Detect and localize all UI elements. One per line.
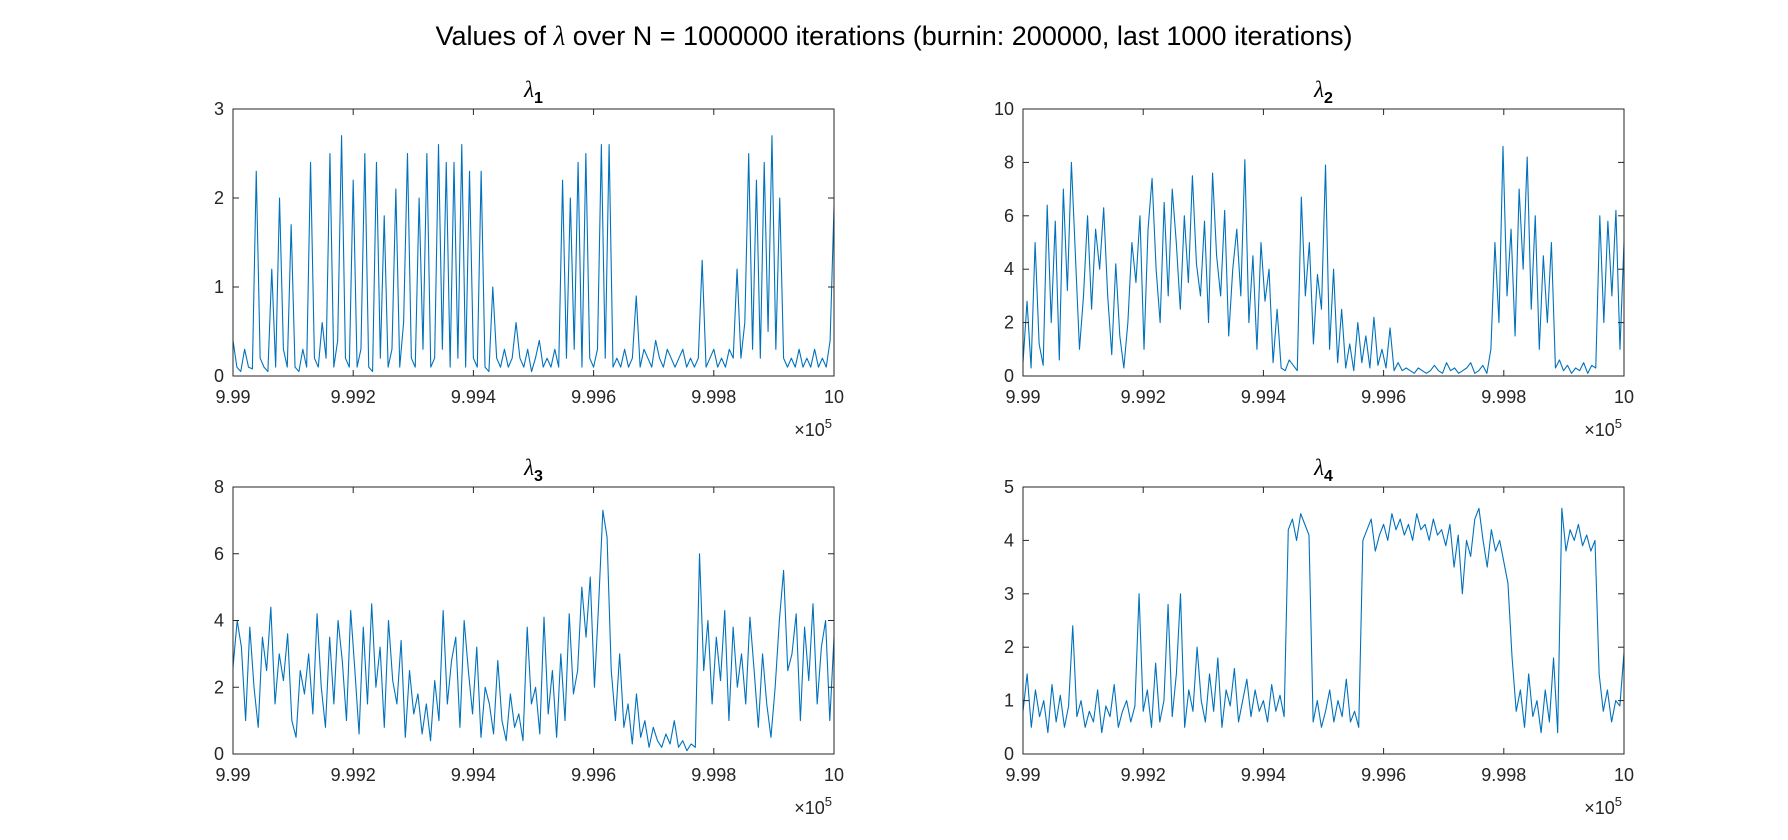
x-tick-label: 10 bbox=[824, 765, 844, 785]
figure-title-suffix: over N = 1000000 iterations (burnin: 200… bbox=[565, 21, 1352, 51]
y-tick-label: 4 bbox=[214, 611, 224, 631]
x-tick-label: 9.99 bbox=[1005, 387, 1040, 407]
x-exponent-base: ×10 bbox=[794, 798, 825, 818]
subplot-lambda-3: 9.99 9.992 9.994 9.996 9.998 10 0 2 4 6 8 ×105 λ3 bbox=[214, 455, 844, 818]
y-tick-label: 4 bbox=[1004, 530, 1014, 550]
series-line bbox=[1022, 145, 1625, 374]
y-tick-label: 4 bbox=[1004, 259, 1014, 279]
figure-title: Values of λ over N = 1000000 iterations … bbox=[435, 21, 1352, 51]
x-exponent-power: 5 bbox=[825, 416, 832, 431]
axes-box bbox=[1022, 108, 1625, 377]
y-tick-label: 8 bbox=[1004, 152, 1014, 172]
y-tick-label: 2 bbox=[1004, 637, 1014, 657]
subplot-title: λ4 bbox=[1313, 455, 1333, 485]
y-tick-label: 3 bbox=[1004, 584, 1014, 604]
axes-box bbox=[232, 108, 835, 377]
x-tick-label: 9.992 bbox=[331, 765, 376, 785]
y-tick-label: 2 bbox=[214, 677, 224, 697]
x-tick-label: 9.996 bbox=[571, 765, 616, 785]
x-exponent-base: ×10 bbox=[1584, 420, 1615, 440]
y-tick-label: 1 bbox=[214, 277, 224, 297]
subplot-title-subscript: 2 bbox=[1324, 90, 1333, 107]
x-tick-label: 9.998 bbox=[1481, 387, 1526, 407]
y-tick-label: 2 bbox=[214, 188, 224, 208]
x-tick-label: 10 bbox=[1614, 387, 1634, 407]
axes-box bbox=[1022, 486, 1625, 755]
x-tick-label: 9.992 bbox=[331, 387, 376, 407]
y-tick-label: 6 bbox=[1004, 206, 1014, 226]
x-tick-label: 9.99 bbox=[215, 765, 250, 785]
figure-title-prefix: Values of bbox=[435, 21, 553, 51]
x-exponent-label: ×105 bbox=[794, 416, 832, 440]
subplot-title-symbol: λ bbox=[1313, 77, 1324, 102]
y-tick-label: 0 bbox=[1004, 744, 1014, 764]
x-tick-label: 10 bbox=[824, 387, 844, 407]
x-tick-label: 9.994 bbox=[1241, 387, 1286, 407]
x-tick-label: 9.992 bbox=[1121, 387, 1166, 407]
x-tick-label: 10 bbox=[1614, 765, 1634, 785]
x-tick-label: 9.992 bbox=[1121, 765, 1166, 785]
y-tick-label: 2 bbox=[1004, 313, 1014, 333]
y-tick-label: 1 bbox=[1004, 691, 1014, 711]
series-line bbox=[232, 509, 835, 752]
subplot-title-symbol: λ bbox=[523, 455, 534, 480]
figure-title-symbol: λ bbox=[553, 21, 566, 51]
subplot-title: λ3 bbox=[523, 455, 543, 485]
series-line bbox=[1022, 507, 1625, 734]
y-tick-label: 6 bbox=[214, 544, 224, 564]
x-tick-label: 9.996 bbox=[1361, 387, 1406, 407]
y-tick-label: 0 bbox=[214, 366, 224, 386]
x-tick-label: 9.99 bbox=[1005, 765, 1040, 785]
x-tick-label: 9.994 bbox=[451, 765, 496, 785]
x-tick-label: 9.99 bbox=[215, 387, 250, 407]
x-exponent-power: 5 bbox=[1615, 794, 1622, 809]
subplot-title-symbol: λ bbox=[1313, 455, 1324, 480]
x-tick-label: 9.996 bbox=[1361, 765, 1406, 785]
x-exponent-label: ×105 bbox=[1584, 794, 1622, 818]
x-exponent-power: 5 bbox=[1615, 416, 1622, 431]
subplot-title: λ2 bbox=[1313, 77, 1333, 107]
series-line bbox=[232, 135, 835, 373]
y-tick-label: 5 bbox=[1004, 477, 1014, 497]
x-exponent-base: ×10 bbox=[1584, 798, 1615, 818]
plot-area bbox=[232, 486, 835, 755]
y-tick-label: 10 bbox=[994, 99, 1014, 119]
x-exponent-label: ×105 bbox=[1584, 416, 1622, 440]
subplot-title-subscript: 4 bbox=[1324, 468, 1333, 485]
x-tick-label: 9.998 bbox=[1481, 765, 1526, 785]
x-tick-label: 9.998 bbox=[691, 765, 736, 785]
x-exponent-base: ×10 bbox=[794, 420, 825, 440]
x-exponent-label: ×105 bbox=[794, 794, 832, 818]
x-tick-label: 9.998 bbox=[691, 387, 736, 407]
x-tick-label: 9.994 bbox=[451, 387, 496, 407]
x-tick-label: 9.996 bbox=[571, 387, 616, 407]
subplot-title: λ1 bbox=[523, 77, 543, 107]
x-exponent-power: 5 bbox=[825, 794, 832, 809]
x-tick-label: 9.994 bbox=[1241, 765, 1286, 785]
subplot-title-symbol: λ bbox=[523, 77, 534, 102]
y-tick-label: 0 bbox=[214, 744, 224, 764]
subplot-title-subscript: 3 bbox=[534, 468, 543, 485]
y-tick-label: 0 bbox=[1004, 366, 1014, 386]
y-tick-label: 3 bbox=[214, 99, 224, 119]
subplot-title-subscript: 1 bbox=[534, 90, 543, 107]
y-tick-label: 8 bbox=[214, 477, 224, 497]
